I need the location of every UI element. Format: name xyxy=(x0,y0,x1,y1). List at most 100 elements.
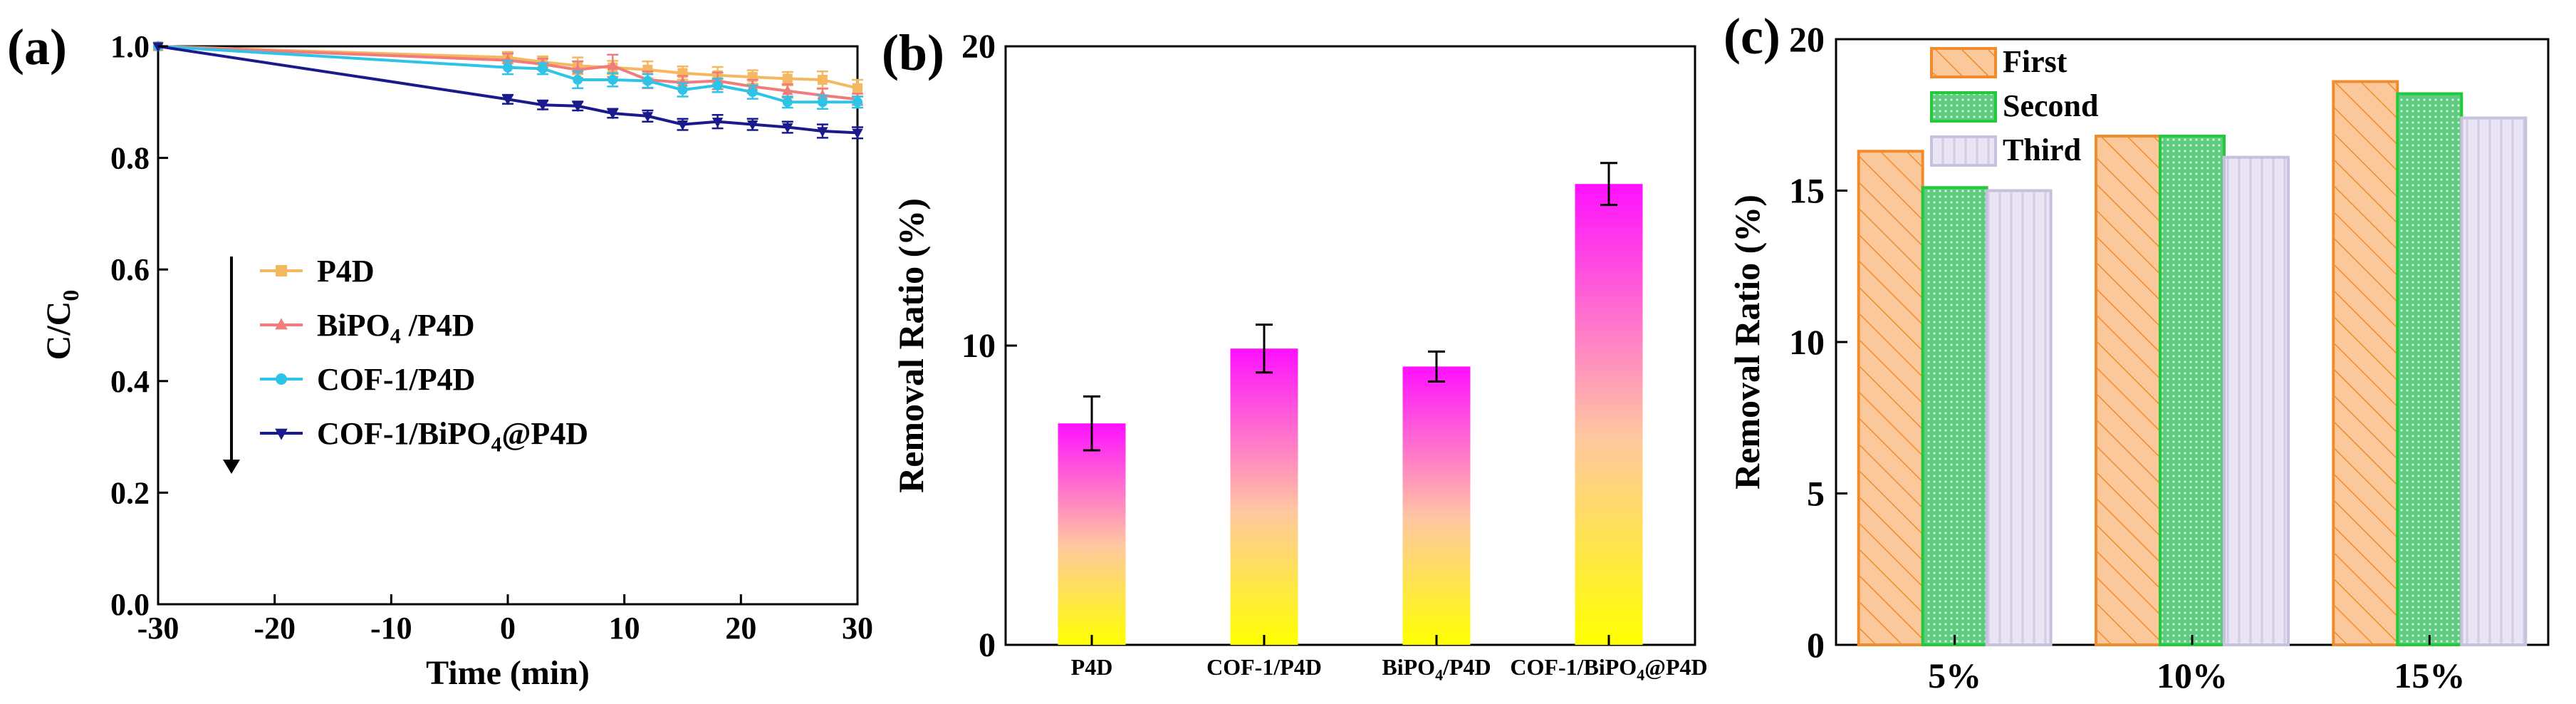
data-point xyxy=(677,76,689,87)
x-tick-label: -30 xyxy=(137,611,179,646)
data-point xyxy=(817,89,828,100)
panel-c-grouped-bar-chart: (c) 0 5 10 15 20 5% 10% 15% First Second Third R… xyxy=(1724,8,2550,695)
x-tick-label: P4D xyxy=(1071,654,1113,680)
legend-swatch xyxy=(1930,91,1997,123)
bar-second xyxy=(1921,186,1988,646)
data-point xyxy=(712,80,723,90)
panel-a-x-axis-label: Time (min) xyxy=(426,654,590,692)
panel-c-y-axis-label: Removal Ratio (%) xyxy=(1727,195,1767,490)
data-point xyxy=(572,102,583,113)
x-tick-label: 10 xyxy=(609,611,640,646)
data-point xyxy=(817,97,828,108)
series-line xyxy=(157,45,858,135)
y-tick-label: 10 xyxy=(1789,322,1825,362)
data-point xyxy=(608,74,618,85)
data-point xyxy=(573,74,583,85)
legend-label: Second xyxy=(2003,88,2098,123)
legend-label: P4D xyxy=(317,254,375,289)
bar-third xyxy=(2460,116,2528,646)
data-point xyxy=(817,127,828,138)
bar-first xyxy=(1857,150,1924,646)
y-tick-label: 5 xyxy=(1807,474,1825,514)
legend-marker xyxy=(275,318,288,330)
bar-first xyxy=(2332,80,2399,646)
x-tick-label: COF-1/P4D xyxy=(1206,654,1322,680)
x-tick-label: 30 xyxy=(842,611,873,646)
panel-c-legend: First Second Third xyxy=(1930,44,2098,167)
panel-a-label: (a) xyxy=(7,19,67,76)
x-tick-label: COF-1/BiPO4​@P4D xyxy=(1510,654,1707,684)
legend-marker xyxy=(276,265,287,276)
bar xyxy=(1402,366,1471,645)
legend-marker xyxy=(275,428,288,440)
data-point xyxy=(502,95,513,105)
series-line xyxy=(157,45,858,101)
bar-second xyxy=(2396,92,2463,646)
data-point xyxy=(852,97,862,108)
x-tick-label: 10% xyxy=(2157,656,2228,695)
x-tick-label: 5% xyxy=(1928,656,1981,695)
data-point xyxy=(711,118,724,128)
series-3 xyxy=(152,42,863,140)
x-tick-label: 20 xyxy=(725,611,756,646)
data-point xyxy=(503,62,513,73)
bar-third xyxy=(1985,189,2053,646)
legend-label: COF-1/P4D xyxy=(317,362,475,397)
data-point xyxy=(782,123,793,133)
data-point xyxy=(677,85,688,95)
x-tick-label: 15% xyxy=(2394,656,2465,695)
y-tick-label: 0 xyxy=(979,626,996,664)
bar xyxy=(1575,184,1643,645)
data-point xyxy=(852,128,863,139)
y-tick-label: 0.2 xyxy=(110,475,150,510)
y-tick-label: 0.4 xyxy=(110,364,150,399)
bar-third xyxy=(2223,155,2290,646)
panel-b-y-axis-label: Removal Ratio (%) xyxy=(891,198,931,493)
data-point xyxy=(782,97,793,108)
bar xyxy=(1058,423,1126,645)
legend-label: First xyxy=(2003,44,2067,79)
legend-swatch xyxy=(1930,135,1997,167)
y-tick-label: 20 xyxy=(1789,19,1825,59)
data-point xyxy=(607,109,618,120)
series-line xyxy=(157,45,858,90)
y-tick-label: 0.8 xyxy=(110,141,150,176)
y-tick-label: 0 xyxy=(1807,625,1825,665)
y-tick-label: 0.6 xyxy=(110,252,150,287)
data-point xyxy=(642,112,654,123)
panel-b-label: (b) xyxy=(882,24,944,81)
data-point xyxy=(747,87,758,98)
bar-first xyxy=(2095,135,2162,646)
panel-a-y-axis-label: C/C0 xyxy=(40,290,83,361)
data-point xyxy=(747,120,758,131)
bar xyxy=(1230,348,1298,645)
x-tick-label: -10 xyxy=(370,611,412,646)
panel-a-line-chart: (a) -30 -20 -10 0 10 20 30 0.00.20.40.60.81.0 … xyxy=(7,19,873,692)
legend-swatch xyxy=(1930,47,1997,78)
bar-second xyxy=(2159,135,2226,646)
y-tick-label: 1.0 xyxy=(110,29,150,64)
y-tick-label: 0.0 xyxy=(110,587,150,622)
x-tick-label: -20 xyxy=(254,611,296,646)
data-point xyxy=(782,73,793,84)
legend-label: COF-1/BiPO4​@P4D xyxy=(317,416,588,457)
series-line xyxy=(157,45,857,104)
data-point xyxy=(607,60,618,71)
x-tick-label: 0 xyxy=(500,611,516,646)
data-point xyxy=(782,85,793,95)
panel-a-legend: P4D BiPO4​ /P4D COF-1/P4D COF-1/BiPO4​@P4D xyxy=(223,254,588,474)
legend-label: Third xyxy=(2003,133,2081,167)
data-point xyxy=(642,76,653,86)
data-point xyxy=(817,74,828,85)
y-tick-label: 10 xyxy=(961,327,996,365)
data-point xyxy=(537,100,548,111)
data-point xyxy=(502,54,513,65)
data-point xyxy=(677,120,689,131)
legend-label: BiPO4​ /P4D xyxy=(317,308,475,348)
legend-arrow-head xyxy=(223,460,240,474)
data-point xyxy=(852,83,862,93)
data-point xyxy=(538,63,548,74)
x-tick-label: BiPO4​/P4D xyxy=(1382,654,1491,684)
legend-marker xyxy=(276,373,287,385)
y-tick-label: 15 xyxy=(1789,171,1825,211)
